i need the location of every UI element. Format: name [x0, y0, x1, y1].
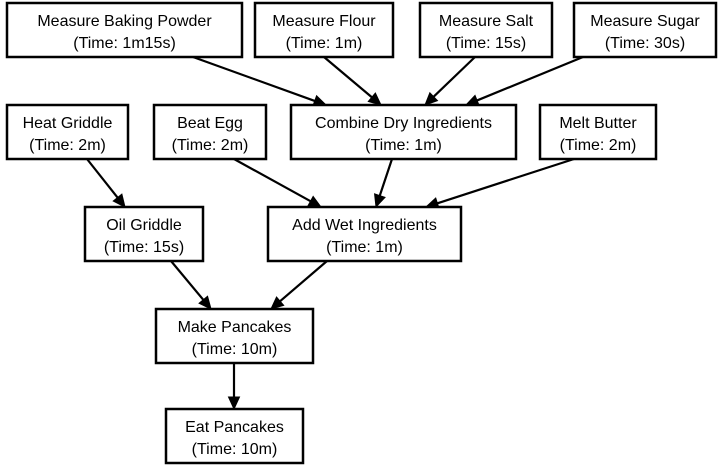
arrowhead: [270, 296, 285, 310]
edge-heat-griddle-to-oil-griddle: [86, 158, 126, 208]
edge-line: [437, 157, 575, 205]
edge-beat-egg-to-add-wet: [233, 158, 323, 208]
node-make-pancakes: Make Pancakes (Time: 10m): [154, 307, 315, 365]
node-title: Measure Sugar: [590, 13, 700, 30]
edge-measure-baking-powder-to-combine-dry: [192, 55, 328, 107]
node-box: [418, 1, 554, 59]
edge-line: [476, 55, 584, 102]
node-box: [152, 103, 268, 161]
node-title: Measure Flour: [272, 13, 376, 30]
node-title: Eat Pancakes: [185, 419, 284, 436]
node-title: Oil Griddle: [106, 217, 182, 234]
node-box: [289, 103, 518, 161]
edge-measure-flour-to-combine-dry: [323, 56, 382, 106]
node-title: Measure Baking Powder: [37, 13, 212, 30]
node-box: [266, 205, 463, 263]
node-title: Beat Egg: [177, 115, 243, 132]
node-time: (Time: 15s): [104, 239, 184, 256]
edge-combine-dry-to-add-wet: [373, 158, 394, 209]
node-time: (Time: 10m): [192, 341, 278, 358]
node-box: [5, 1, 244, 59]
node-box: [5, 103, 130, 161]
node-time: (Time: 1m15s): [73, 35, 176, 52]
arrowhead: [227, 396, 241, 411]
node-measure-baking-powder: Measure Baking Powder (Time: 1m15s): [5, 1, 244, 59]
node-box: [253, 1, 395, 59]
edge-line: [170, 260, 205, 301]
node-time: (Time: 1m): [326, 239, 403, 256]
edge-line: [323, 56, 373, 99]
node-measure-flour: Measure Flour (Time: 1m): [253, 1, 395, 59]
node-title: Heat Griddle: [23, 115, 113, 132]
edge-measure-sugar-to-combine-dry: [464, 55, 584, 107]
node-time: (Time: 1m): [365, 137, 442, 154]
edge-oil-griddle-to-make-pancakes: [170, 260, 212, 310]
node-box: [572, 1, 718, 59]
node-time: (Time: 15s): [446, 35, 526, 52]
node-box: [538, 103, 658, 161]
node-combine-dry-ingredients: Combine Dry Ingredients (Time: 1m): [289, 103, 518, 161]
node-title: Measure Salt: [439, 13, 534, 30]
node-time: (Time: 2m): [172, 137, 249, 154]
edge-line: [192, 55, 316, 102]
arrowhead: [198, 295, 212, 310]
edge-line: [432, 56, 476, 98]
edge-add-wet-to-make-pancakes: [270, 260, 328, 310]
node-time: (Time: 1m): [286, 35, 363, 52]
node-oil-griddle: Oil Griddle (Time: 15s): [83, 205, 205, 263]
arrowhead: [373, 193, 386, 209]
node-heat-griddle: Heat Griddle (Time: 2m): [5, 103, 130, 161]
arrowhead: [112, 193, 126, 208]
arrowhead: [307, 195, 323, 208]
edge-make-pancakes-to-eat-pancakes: [227, 363, 241, 411]
node-box: [164, 407, 305, 465]
node-box: [83, 205, 205, 263]
node-melt-butter: Melt Butter (Time: 2m): [538, 103, 658, 161]
node-title: Melt Butter: [559, 115, 637, 132]
edge-line: [86, 158, 119, 199]
node-time: (Time: 2m): [29, 137, 106, 154]
edge-line: [378, 158, 394, 196]
node-measure-salt: Measure Salt (Time: 15s): [418, 1, 554, 59]
node-eat-pancakes: Eat Pancakes (Time: 10m): [164, 407, 305, 465]
node-beat-egg: Beat Egg (Time: 2m): [152, 103, 268, 161]
node-time: (Time: 2m): [560, 137, 637, 154]
node-title: Combine Dry Ingredients: [315, 115, 492, 132]
edge-melt-butter-to-add-wet: [424, 157, 575, 210]
node-title: Make Pancakes: [178, 319, 292, 336]
edge-line: [233, 158, 312, 203]
arrowhead: [424, 91, 439, 106]
edge-measure-salt-to-combine-dry: [424, 56, 476, 106]
node-measure-sugar: Measure Sugar (Time: 30s): [572, 1, 718, 59]
arrowhead: [367, 92, 382, 106]
node-time: (Time: 30s): [605, 35, 685, 52]
node-time: (Time: 10m): [192, 441, 278, 458]
edge-line: [279, 260, 328, 303]
node-add-wet-ingredients: Add Wet Ingredients (Time: 1m): [266, 205, 463, 263]
node-title: Add Wet Ingredients: [292, 217, 437, 234]
edges-layer: [86, 55, 584, 411]
node-box: [154, 307, 315, 365]
